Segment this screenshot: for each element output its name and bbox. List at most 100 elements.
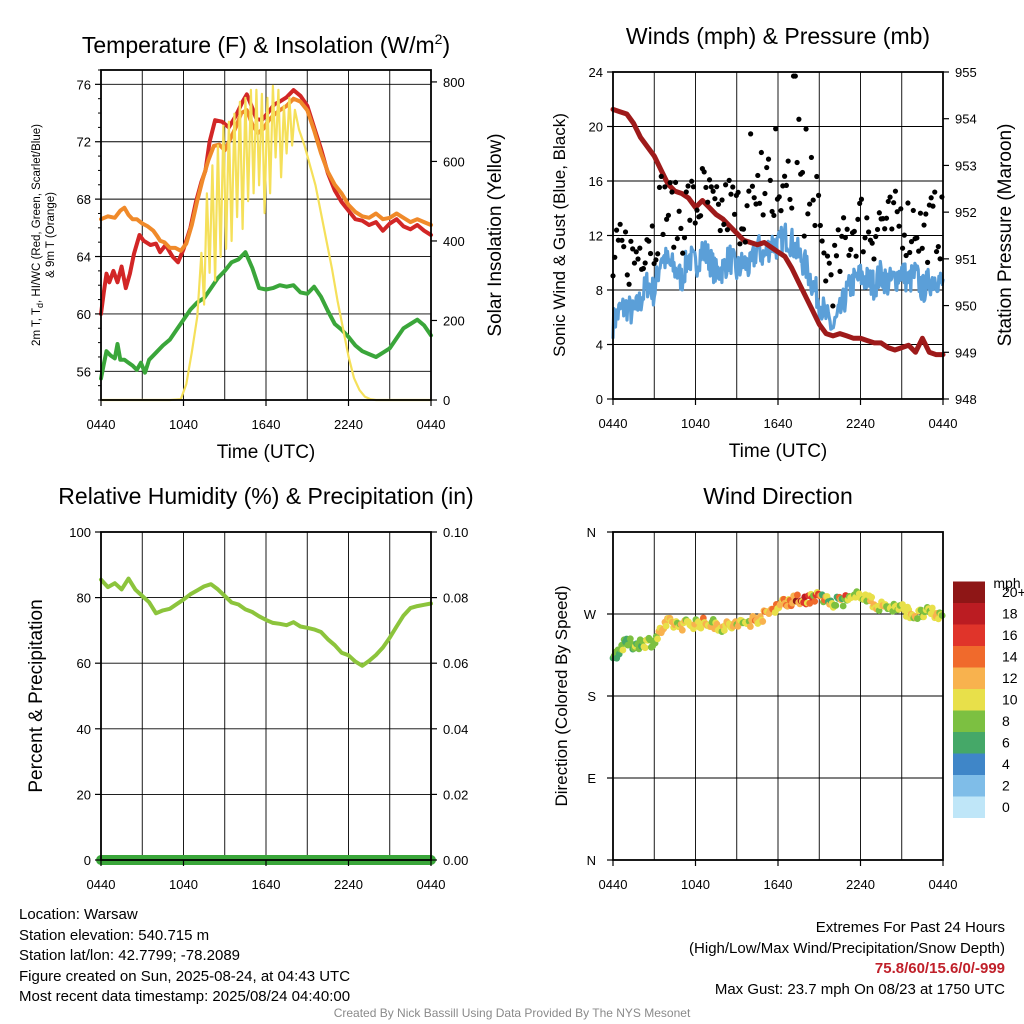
- temperature-xlabel: Time (UTC): [217, 442, 316, 463]
- legend-swatch: [953, 646, 985, 668]
- direction-point: [759, 618, 767, 625]
- gust-point: [653, 257, 659, 263]
- legend-label: 8: [1002, 713, 1010, 729]
- y-tick-label: 56: [77, 364, 91, 379]
- gust-point: [826, 260, 832, 266]
- y-tick-label: 0: [84, 853, 91, 868]
- gust-point: [640, 265, 646, 272]
- x-tick-label: 1640: [764, 877, 793, 892]
- gust-point: [887, 194, 893, 200]
- gust-point: [760, 212, 766, 218]
- gust-point: [862, 235, 868, 241]
- y-right-tick-label: 952: [955, 205, 977, 220]
- gust-point: [664, 216, 670, 222]
- y-tick-label: 80: [77, 591, 91, 606]
- y-tick-label: 72: [77, 135, 91, 150]
- temperature-title: Temperature (F) & Insolation (W/m2): [82, 31, 450, 58]
- gust-point: [919, 245, 925, 251]
- gust-point: [823, 278, 829, 284]
- gust-point: [917, 210, 924, 216]
- gust-point: [830, 303, 836, 309]
- temperature-ylabel-line2: & 9m T (Orange): [45, 192, 57, 278]
- gust-point: [901, 232, 907, 238]
- series-line: [99, 250, 433, 381]
- y-tick-label: 60: [77, 307, 91, 322]
- gust-point: [782, 173, 788, 179]
- extremes-values: 75.8/60/15.6/0/-999: [874, 960, 1005, 977]
- gust-point: [721, 221, 727, 227]
- series-line: [99, 84, 433, 402]
- recent-text: Most recent data timestamp: 2025/08/24 0…: [19, 988, 351, 1005]
- y-tick-label: 76: [77, 77, 91, 92]
- gust-point: [630, 246, 636, 252]
- gust-point: [756, 200, 763, 206]
- legend-swatch: [953, 753, 985, 775]
- y-tick-label: 16: [589, 174, 603, 189]
- y-right-tick-label: 200: [443, 313, 465, 328]
- gust-point: [882, 226, 888, 232]
- gust-point: [726, 177, 732, 183]
- gust-point: [796, 116, 802, 122]
- gust-point: [674, 235, 680, 242]
- gust-point: [771, 212, 777, 219]
- gust-point: [767, 177, 773, 183]
- gust-point: [898, 206, 904, 212]
- gust-point: [617, 221, 623, 227]
- gust-point: [869, 240, 875, 246]
- series-line: [99, 576, 433, 668]
- series-line: [611, 222, 945, 340]
- gust-point: [860, 249, 866, 255]
- gust-point: [794, 159, 800, 166]
- y-tick-label: 0: [596, 392, 603, 407]
- extremes-legend: (High/Low/Max Wind/Precipitation/Snow De…: [689, 939, 1005, 957]
- gust-point: [866, 229, 872, 235]
- humidity-title: Relative Humidity (%) & Precipitation (i…: [58, 483, 473, 509]
- gust-point: [908, 239, 915, 245]
- gust-point: [667, 180, 673, 186]
- gust-point: [708, 184, 714, 190]
- gust-point: [803, 126, 809, 132]
- gust-point: [701, 169, 707, 175]
- x-tick-label: 2240: [846, 416, 875, 431]
- x-tick-label: 1040: [681, 416, 710, 431]
- y-right-tick-label: 800: [443, 75, 465, 90]
- gust-point: [742, 239, 748, 245]
- gust-point: [692, 220, 698, 226]
- gust-point: [671, 244, 677, 250]
- direction-point: [839, 602, 847, 610]
- gust-point: [928, 195, 934, 201]
- y-right-tick-label: 951: [955, 252, 977, 267]
- gust-point: [778, 208, 784, 214]
- gust-point: [626, 281, 632, 287]
- y-right-tick-label: 400: [443, 234, 465, 249]
- gust-point: [916, 248, 922, 254]
- gust-point: [885, 198, 891, 205]
- winds-ylabel-left: Sonic Wind & Gust (Blue, Black): [550, 113, 569, 357]
- direction-point: [746, 623, 754, 630]
- legend-label: 6: [1002, 735, 1010, 751]
- gust-point: [703, 184, 709, 191]
- legend-swatch: [953, 689, 985, 711]
- gust-point: [656, 184, 663, 190]
- gust-point: [723, 182, 729, 188]
- legend-swatch: [953, 667, 985, 689]
- y-tick-label: 68: [77, 192, 91, 207]
- gust-point: [719, 197, 725, 203]
- direction-point: [868, 593, 876, 601]
- gust-point: [628, 238, 634, 244]
- gust-point: [824, 253, 831, 259]
- winds-panel: Winds (mph) & Pressure (mb) 0440 1040 1640…: [550, 23, 1016, 462]
- gust-point: [619, 237, 625, 243]
- gust-point: [808, 154, 815, 161]
- gust-point: [749, 183, 756, 189]
- gust-point: [814, 173, 820, 180]
- y-right-tick-label: 0.02: [443, 787, 468, 802]
- legend-label: 18: [1002, 606, 1018, 622]
- gust-point: [755, 172, 761, 179]
- gust-point: [744, 203, 750, 209]
- gust-point: [925, 259, 931, 265]
- x-tick-label: 0440: [417, 417, 446, 432]
- gust-point: [776, 194, 782, 200]
- extremes-title: Extremes For Past 24 Hours: [815, 919, 1005, 936]
- y-tick-label: W: [584, 607, 597, 622]
